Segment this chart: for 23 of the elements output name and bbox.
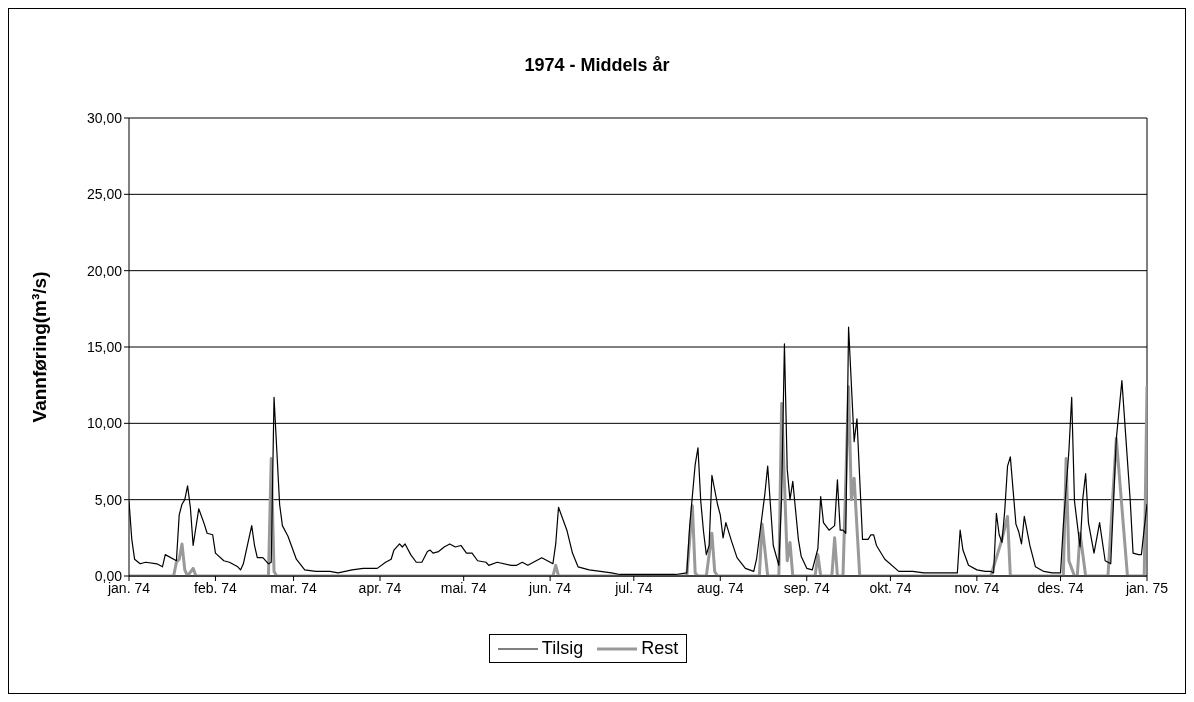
x-tick-label: aug. 74 [696,579,744,596]
x-tick-label: jul. 74 [614,579,653,596]
x-tick-label: jan. 75 [1124,579,1169,596]
x-tick-label: sep. 74 [783,579,830,596]
legend-label: Rest [640,638,679,659]
x-tick-label: okt. 74 [869,579,912,596]
x-tick-label: feb. 74 [194,579,238,596]
x-tick-label: des. 74 [1037,579,1084,596]
x-tick-label: mar. 74 [270,579,318,596]
x-tick-label: nov. 74 [954,579,1000,596]
y-tick-label: 30,00 [86,109,123,126]
x-tick-label: apr. 74 [358,579,402,596]
y-tick-label: 5,00 [94,491,123,508]
x-tick-label: jun. 74 [528,579,572,596]
legend-label: Tilsig [540,638,584,659]
y-tick-label: 25,00 [86,186,123,203]
y-tick-label: 10,00 [86,415,123,432]
y-tick-label: 20,00 [86,262,123,279]
x-tick-label: mai. 74 [440,579,487,596]
chart-title: 1974 - Middels år [523,55,671,76]
y-tick-label: 0,00 [94,567,123,584]
y-tick-label: 15,00 [86,338,123,355]
y-axis-title: Vannføring(m³/s) [28,271,50,423]
